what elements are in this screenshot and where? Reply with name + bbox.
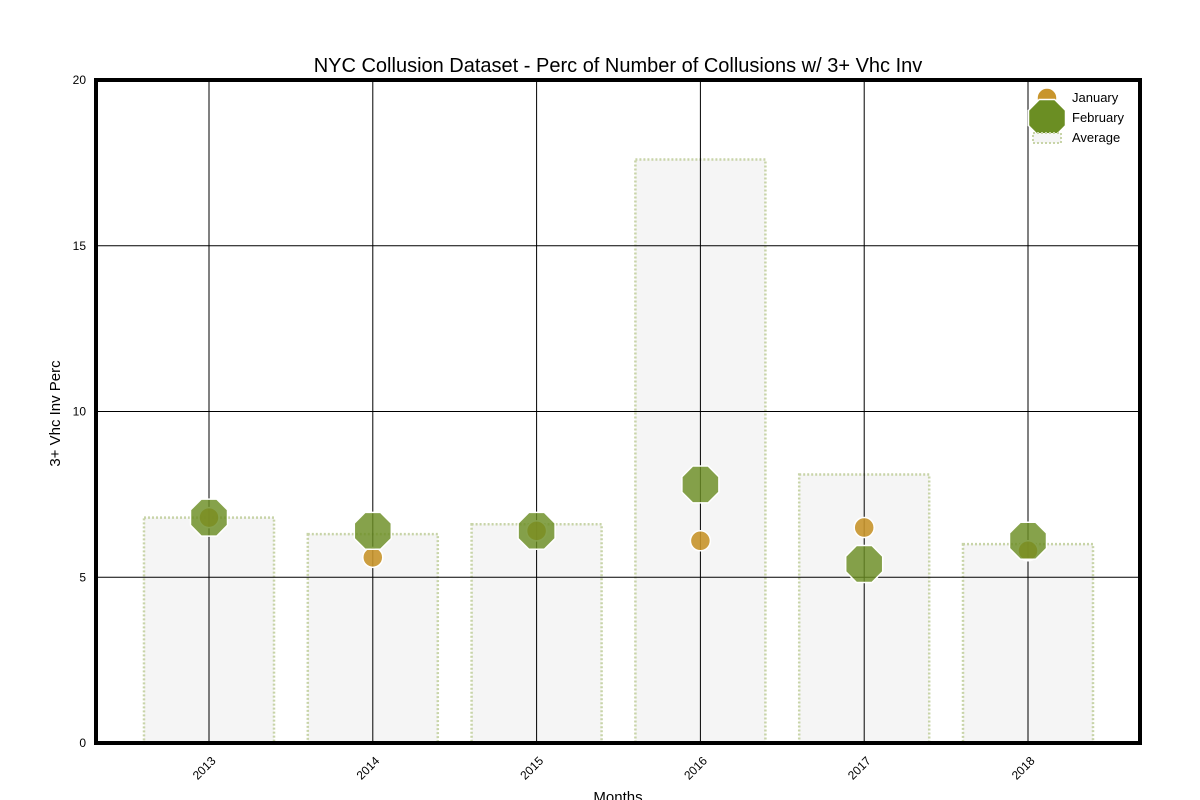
february-point-2014 — [353, 511, 393, 551]
plot-area: 0 5 10 15 20 2013 2014 2015 2016 2017 2018 — [73, 73, 1142, 783]
plot-frame — [94, 78, 1142, 745]
legend-label-average: Average — [1072, 130, 1120, 145]
y-axis-label: 3+ Vhc Inv Perc — [47, 360, 64, 467]
x-tick-label-2018: 2018 — [1009, 754, 1038, 783]
february-point-2013 — [189, 498, 229, 537]
legend: January February Average — [1027, 87, 1125, 145]
february-point-2015 — [517, 511, 556, 551]
january-point-2014 — [362, 546, 384, 569]
x-tick-label-2014: 2014 — [354, 754, 383, 783]
x-tick-label-2013: 2013 — [190, 754, 219, 783]
legend-february-marker — [1027, 98, 1067, 138]
february-point-2018 — [1008, 521, 1048, 561]
y-tick-label-0: 0 — [79, 736, 86, 750]
y-tick-label-15: 15 — [73, 239, 87, 253]
x-axis-label: Months — [593, 789, 642, 800]
x-tick-label-2017: 2017 — [845, 754, 874, 783]
february-point-2017 — [844, 544, 884, 584]
january-point-2017 — [853, 516, 875, 539]
legend-label-february: February — [1072, 110, 1125, 125]
january-point-2016 — [689, 530, 712, 552]
x-tick-label-2015: 2015 — [517, 754, 546, 783]
y-tick-label-10: 10 — [73, 405, 87, 419]
y-tick-label-20: 20 — [73, 73, 87, 87]
x-tick-label-2016: 2016 — [681, 754, 710, 783]
february-point-2016 — [681, 465, 720, 504]
legend-average-swatch — [1032, 132, 1062, 144]
chart-title: NYC Collusion Dataset - Perc of Number o… — [314, 55, 923, 77]
legend-label-january: January — [1072, 90, 1119, 105]
y-tick-label-5: 5 — [79, 570, 86, 584]
